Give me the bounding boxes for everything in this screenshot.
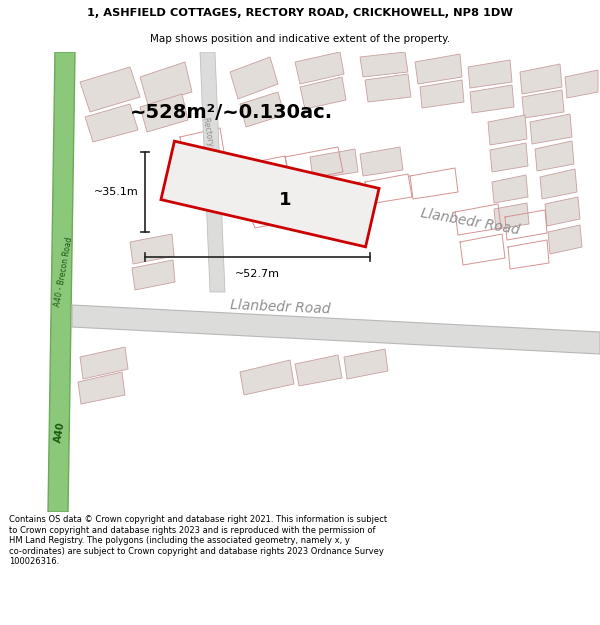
- Polygon shape: [520, 64, 562, 94]
- Polygon shape: [48, 52, 75, 512]
- Polygon shape: [360, 147, 403, 176]
- Polygon shape: [548, 225, 582, 254]
- Text: 1: 1: [279, 191, 291, 209]
- Polygon shape: [140, 94, 188, 132]
- Polygon shape: [470, 85, 514, 113]
- Polygon shape: [240, 92, 284, 127]
- Polygon shape: [295, 52, 344, 84]
- Text: Llanbedr Road: Llanbedr Road: [230, 298, 331, 316]
- Polygon shape: [494, 203, 529, 229]
- Polygon shape: [492, 175, 528, 203]
- Polygon shape: [80, 347, 128, 379]
- Text: ~528m²/~0.130ac.: ~528m²/~0.130ac.: [130, 102, 333, 121]
- Text: Map shows position and indicative extent of the property.: Map shows position and indicative extent…: [150, 34, 450, 44]
- Polygon shape: [468, 60, 512, 88]
- Polygon shape: [78, 372, 125, 404]
- Polygon shape: [522, 90, 564, 118]
- Polygon shape: [365, 74, 411, 102]
- Polygon shape: [130, 234, 174, 264]
- Text: Contains OS data © Crown copyright and database right 2021. This information is : Contains OS data © Crown copyright and d…: [9, 516, 387, 566]
- Polygon shape: [240, 360, 294, 395]
- Text: ~52.7m: ~52.7m: [235, 269, 280, 279]
- Polygon shape: [140, 62, 192, 105]
- Text: Llanbedr Road: Llanbedr Road: [419, 206, 521, 238]
- Polygon shape: [80, 67, 140, 112]
- Polygon shape: [344, 349, 388, 379]
- Polygon shape: [420, 80, 464, 108]
- Text: A40 - Brecon Road: A40 - Brecon Road: [53, 236, 74, 308]
- Polygon shape: [161, 141, 379, 247]
- Polygon shape: [540, 169, 577, 199]
- Polygon shape: [310, 149, 358, 179]
- Polygon shape: [85, 104, 138, 142]
- Polygon shape: [488, 115, 527, 145]
- Polygon shape: [300, 77, 346, 109]
- Polygon shape: [415, 54, 462, 84]
- Polygon shape: [490, 143, 528, 172]
- Polygon shape: [360, 52, 408, 77]
- Text: ~35.1m: ~35.1m: [94, 187, 139, 197]
- Polygon shape: [530, 114, 572, 144]
- Text: 1, ASHFIELD COTTAGES, RECTORY ROAD, CRICKHOWELL, NP8 1DW: 1, ASHFIELD COTTAGES, RECTORY ROAD, CRIC…: [87, 8, 513, 18]
- Text: Rectory Road: Rectory Road: [201, 116, 219, 168]
- Polygon shape: [132, 260, 175, 290]
- Polygon shape: [565, 70, 598, 98]
- Polygon shape: [72, 305, 600, 354]
- Polygon shape: [230, 57, 278, 99]
- Polygon shape: [545, 197, 580, 226]
- Text: A40: A40: [53, 421, 67, 443]
- Polygon shape: [295, 355, 342, 386]
- Polygon shape: [200, 52, 225, 292]
- Polygon shape: [535, 141, 574, 171]
